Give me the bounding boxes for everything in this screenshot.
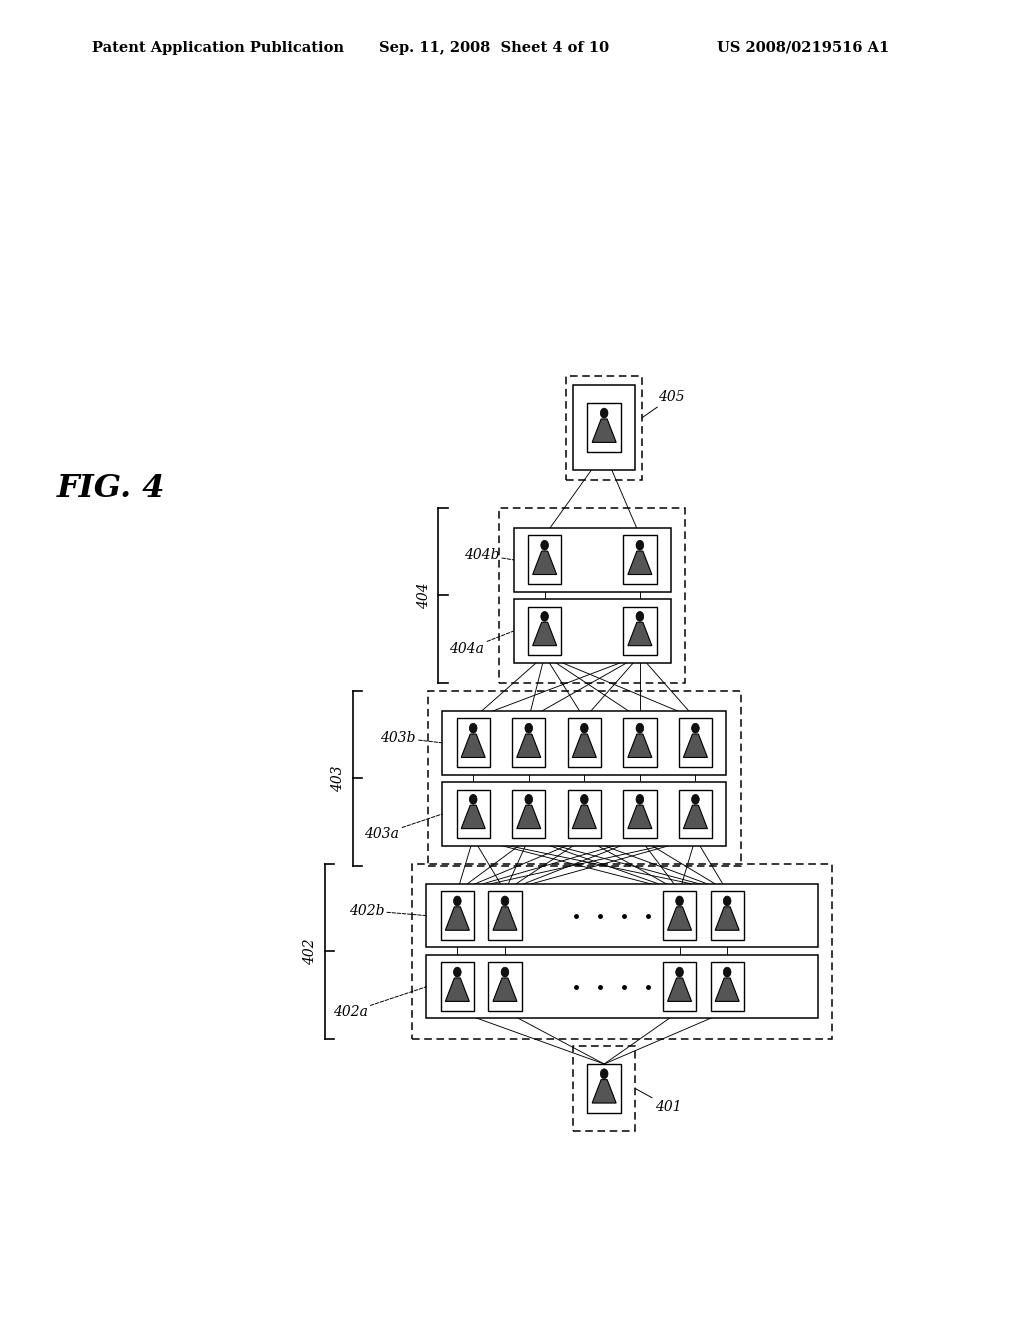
Text: Patent Application Publication: Patent Application Publication — [92, 41, 344, 55]
Bar — [412, 863, 831, 1039]
Circle shape — [600, 408, 608, 418]
Polygon shape — [592, 1080, 616, 1104]
Polygon shape — [461, 805, 485, 829]
Bar — [711, 891, 743, 940]
Circle shape — [469, 723, 477, 733]
Bar — [442, 783, 726, 846]
Text: 404: 404 — [417, 582, 431, 609]
Circle shape — [581, 795, 588, 804]
Text: 403: 403 — [332, 766, 345, 792]
Bar — [663, 962, 696, 1011]
Bar — [528, 536, 561, 585]
Polygon shape — [628, 734, 652, 758]
Text: 402a: 402a — [333, 987, 426, 1019]
Bar — [588, 404, 621, 453]
Bar — [528, 607, 561, 656]
Bar — [440, 891, 474, 940]
Circle shape — [676, 968, 683, 977]
Bar — [573, 385, 635, 470]
Circle shape — [636, 540, 644, 550]
Text: 403b: 403b — [380, 731, 442, 744]
Bar — [567, 789, 601, 838]
Polygon shape — [532, 622, 557, 645]
Bar — [426, 884, 817, 948]
Polygon shape — [572, 734, 596, 758]
Circle shape — [501, 896, 509, 906]
Circle shape — [723, 968, 731, 977]
Polygon shape — [493, 978, 517, 1002]
Polygon shape — [715, 907, 739, 931]
Bar — [624, 789, 656, 838]
Circle shape — [469, 795, 477, 804]
Text: 404b: 404b — [464, 548, 514, 562]
Circle shape — [525, 795, 532, 804]
Bar — [457, 718, 489, 767]
Text: 405: 405 — [642, 391, 685, 417]
Circle shape — [636, 795, 644, 804]
Circle shape — [723, 896, 731, 906]
Bar — [440, 962, 474, 1011]
Bar — [442, 711, 726, 775]
Text: FIG. 4: FIG. 4 — [56, 473, 165, 504]
Polygon shape — [445, 907, 469, 931]
Circle shape — [454, 968, 461, 977]
Polygon shape — [445, 978, 469, 1002]
Polygon shape — [668, 978, 691, 1002]
Bar — [426, 956, 817, 1019]
Polygon shape — [683, 734, 708, 758]
Bar — [488, 891, 521, 940]
Polygon shape — [683, 805, 708, 829]
Bar — [514, 599, 671, 663]
Bar — [457, 789, 489, 838]
Circle shape — [636, 611, 644, 622]
Bar — [500, 508, 685, 682]
Polygon shape — [572, 805, 596, 829]
Circle shape — [691, 795, 699, 804]
Bar — [428, 690, 740, 866]
Text: 403a: 403a — [365, 814, 442, 841]
Polygon shape — [493, 907, 517, 931]
Text: 402b: 402b — [348, 903, 426, 917]
Circle shape — [581, 723, 588, 733]
Bar — [679, 789, 712, 838]
Bar — [624, 718, 656, 767]
Polygon shape — [517, 734, 541, 758]
Polygon shape — [592, 418, 616, 442]
Polygon shape — [532, 550, 557, 574]
Circle shape — [636, 723, 644, 733]
Circle shape — [454, 896, 461, 906]
Bar — [512, 718, 546, 767]
Text: 401: 401 — [635, 1089, 682, 1114]
Text: 402: 402 — [303, 939, 317, 965]
Circle shape — [525, 723, 532, 733]
Bar — [663, 891, 696, 940]
Text: 404a: 404a — [450, 631, 514, 656]
Circle shape — [541, 611, 549, 622]
Bar — [679, 718, 712, 767]
Polygon shape — [628, 550, 652, 574]
Text: US 2008/0219516 A1: US 2008/0219516 A1 — [717, 41, 889, 55]
Bar — [624, 607, 656, 656]
Circle shape — [501, 968, 509, 977]
Circle shape — [541, 540, 549, 550]
Polygon shape — [628, 622, 652, 645]
Bar — [488, 962, 521, 1011]
Polygon shape — [628, 805, 652, 829]
Circle shape — [600, 1069, 608, 1078]
Bar — [588, 1064, 621, 1113]
Bar — [711, 962, 743, 1011]
Bar — [624, 536, 656, 585]
Bar — [567, 718, 601, 767]
Bar — [566, 376, 642, 479]
Bar — [514, 528, 671, 591]
Circle shape — [691, 723, 699, 733]
Bar — [573, 1045, 635, 1131]
Polygon shape — [461, 734, 485, 758]
Bar — [512, 789, 546, 838]
Polygon shape — [715, 978, 739, 1002]
Text: Sep. 11, 2008  Sheet 4 of 10: Sep. 11, 2008 Sheet 4 of 10 — [379, 41, 609, 55]
Polygon shape — [517, 805, 541, 829]
Polygon shape — [668, 907, 691, 931]
Circle shape — [676, 896, 683, 906]
